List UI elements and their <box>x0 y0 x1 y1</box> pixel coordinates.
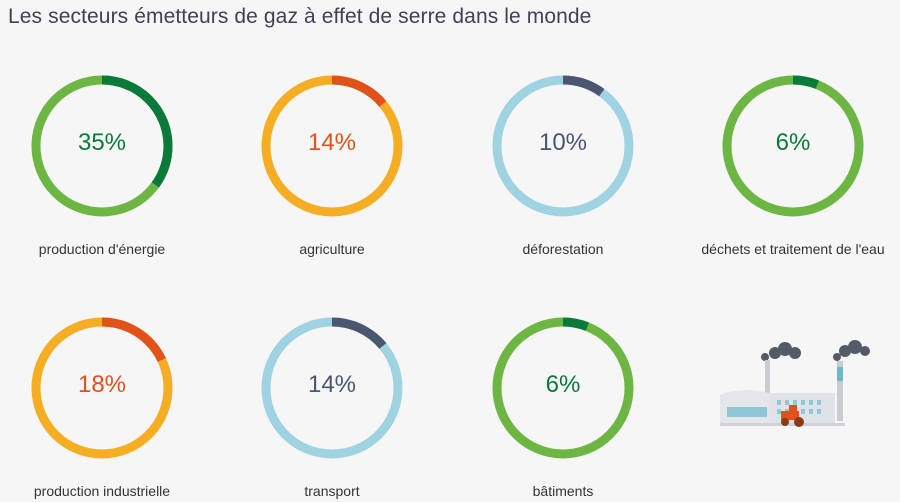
donut-category-label: production industrielle <box>33 483 171 499</box>
donut-card: 14% transport <box>227 316 437 499</box>
donut-card: 35% production d'énergie <box>0 74 207 257</box>
donut-percent-label: 14% <box>307 129 357 156</box>
donut-category-label: bâtiments <box>532 483 594 499</box>
donut-value-arc <box>492 75 634 217</box>
donut-chart <box>261 317 403 459</box>
donut-value-arc <box>722 75 864 217</box>
page-title: Les secteurs émetteurs de gaz à effet de… <box>8 5 592 28</box>
donut-percent-label: 18% <box>77 371 127 398</box>
donut-card: 14% agriculture <box>227 74 437 257</box>
donut-card: 10% déforestation <box>458 74 668 257</box>
donut-percent-label: 14% <box>307 371 357 398</box>
donut-category-label: transport <box>304 483 360 499</box>
donut-value-arc <box>261 75 403 217</box>
donut-category-label: agriculture <box>299 241 365 257</box>
factory-icon <box>720 340 870 427</box>
donut-card: 18% production industrielle <box>0 316 207 499</box>
donut-category-label: production d'énergie <box>38 241 166 257</box>
donut-value-arc <box>492 317 634 459</box>
donut-percent-label: 10% <box>538 129 588 156</box>
donut-percent-label: 6% <box>545 371 581 398</box>
donut-percent-label: 35% <box>77 129 127 156</box>
donut-chart <box>31 75 173 217</box>
donut-value-arc <box>31 75 173 217</box>
donut-chart <box>492 75 634 217</box>
donut-percent-label: 6% <box>775 129 811 156</box>
donut-chart <box>722 75 864 217</box>
donut-card: 6% bâtiments <box>458 316 668 499</box>
donut-chart <box>492 317 634 459</box>
donut-value-arc <box>261 317 403 459</box>
donut-category-label: déchets et traitement de l'eau <box>701 241 885 257</box>
donut-chart <box>31 317 173 459</box>
donut-value-arc <box>31 317 173 459</box>
donut-chart <box>261 75 403 217</box>
donut-category-label: déforestation <box>522 241 604 257</box>
donut-card: 6% déchets et traitement de l'eau <box>688 74 898 257</box>
